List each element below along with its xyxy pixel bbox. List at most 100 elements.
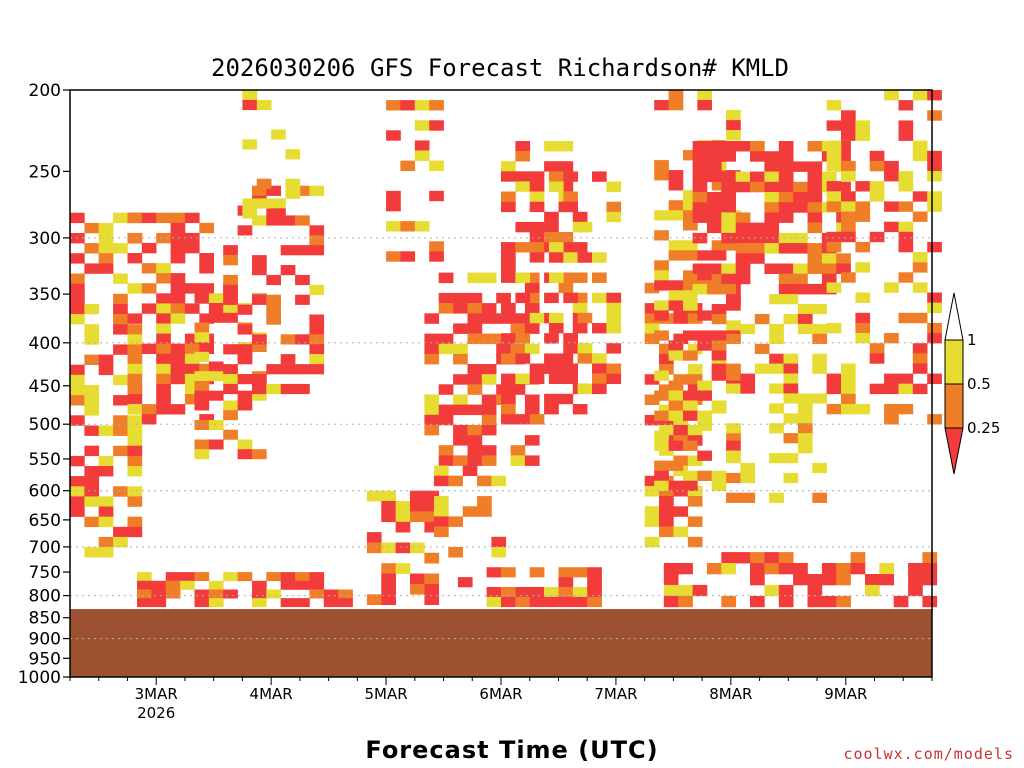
ri-cell [98, 496, 114, 507]
ri-cell [98, 455, 114, 467]
ri-cell [127, 313, 143, 324]
ri-cell [683, 280, 698, 291]
ri-cell [735, 552, 751, 564]
ri-cell [84, 354, 100, 365]
ri-cell [869, 383, 885, 395]
ri-cell [912, 343, 928, 354]
ri-cell [424, 343, 440, 355]
ri-cell [606, 363, 622, 374]
ri-cell [683, 150, 698, 161]
ri-cell [683, 330, 698, 341]
ri-cell [826, 373, 842, 384]
ri-cell [706, 202, 722, 213]
ri-cell [726, 333, 741, 344]
ri-cell [764, 243, 780, 254]
ri-cell [141, 263, 157, 274]
ri-cell [754, 314, 770, 325]
ri-cell [577, 221, 593, 233]
ri-cell [668, 350, 684, 361]
ri-cell [266, 314, 281, 325]
ri-cell [223, 400, 238, 411]
ri-cell [841, 393, 856, 405]
ri-cell [826, 231, 842, 243]
ri-cell [501, 333, 516, 344]
ri-cell [266, 589, 281, 599]
ri-cell [659, 404, 674, 416]
ri-cell [855, 292, 871, 303]
ri-cell [826, 383, 842, 395]
ri-cell [673, 486, 689, 497]
y-tick-label: 350 [29, 285, 61, 305]
ri-cell [572, 272, 588, 283]
ri-cell [127, 435, 143, 446]
ri-cell [687, 435, 703, 446]
ri-cell [113, 374, 128, 386]
ri-cell [812, 492, 827, 503]
ri-cell [769, 383, 784, 394]
ri-cell [544, 221, 559, 233]
ri-cell [587, 567, 602, 578]
ri-cell [687, 536, 703, 548]
ri-cell [668, 240, 684, 251]
ri-cell [826, 120, 842, 131]
ri-cell [400, 160, 416, 171]
ri-cell [836, 263, 851, 274]
ri-cell [98, 466, 114, 477]
ri-cell [156, 353, 171, 365]
ri-cell [793, 283, 808, 295]
ri-cell [793, 232, 808, 244]
ri-cell [223, 429, 238, 440]
ri-cell [548, 272, 564, 283]
ri-cell [922, 595, 938, 608]
ri-cell [855, 181, 871, 192]
ri-cell [515, 333, 531, 344]
ri-cell [735, 212, 751, 223]
ri-cell [927, 160, 942, 172]
ri-cell [793, 161, 808, 172]
ri-cell [438, 384, 454, 395]
ri-cell [127, 283, 143, 294]
ri-cell [592, 252, 607, 263]
ri-cell [453, 343, 468, 355]
ri-cell [410, 501, 425, 512]
ri-cell [826, 160, 842, 172]
ri-cell [199, 363, 214, 375]
ri-cell [778, 563, 794, 575]
ri-cell [501, 191, 516, 202]
ri-cell [697, 450, 712, 461]
ri-cell [884, 403, 899, 415]
ri-cell [563, 191, 578, 202]
ri-cell [606, 323, 622, 334]
ri-cell [170, 232, 186, 244]
ri-cell [295, 334, 310, 345]
ri-cell [70, 212, 85, 224]
ri-cell [841, 160, 856, 172]
ri-cell [687, 486, 703, 497]
ri-cell [414, 120, 430, 131]
ri-cell [668, 460, 684, 471]
ri-cell [285, 178, 301, 189]
ri-cell [668, 400, 684, 411]
ri-cell [208, 361, 224, 372]
ri-cell [706, 171, 722, 183]
ri-cell [587, 596, 602, 608]
ri-cell [659, 425, 674, 436]
ri-cell [797, 304, 813, 315]
ri-cell [515, 353, 531, 364]
legend-swatch-below-0.25 [944, 427, 964, 475]
ri-cell [778, 273, 794, 285]
ri-cell [237, 374, 253, 385]
ri-cell [764, 232, 780, 244]
ri-cell [256, 178, 272, 189]
ri-cell [113, 395, 128, 406]
ri-cell [477, 496, 492, 507]
ri-cell [467, 445, 483, 456]
ri-cell [869, 353, 885, 364]
ri-cell [524, 292, 540, 304]
ri-cell [726, 430, 741, 441]
ri-cell [170, 242, 186, 254]
ri-cell [793, 563, 808, 575]
ri-cell [544, 141, 559, 152]
ri-cell [711, 480, 727, 491]
ri-cell [141, 404, 157, 415]
